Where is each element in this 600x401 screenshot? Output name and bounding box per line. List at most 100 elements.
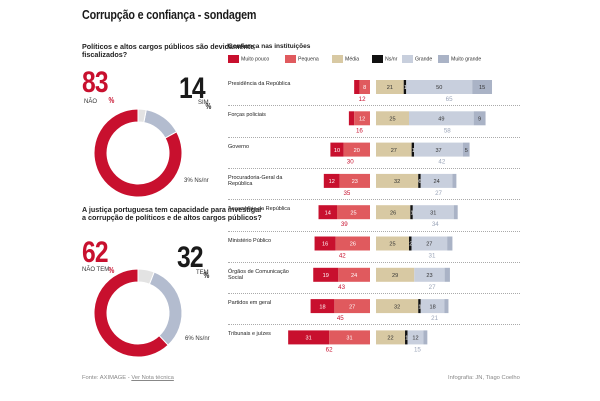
donut-slice-notem [93,268,169,358]
q1-nsnr-label: 3% Ns/nr [184,178,209,184]
negative-total-label: 42 [339,253,346,260]
legend-swatch [402,55,413,63]
q1-no-percent: 83% [82,66,115,106]
bar-value-label: 14 [325,210,331,216]
positive-total-label: 27 [435,190,442,197]
bar-ns-nr [418,173,421,188]
bar-value-label: 1 [418,304,421,310]
negative-total-label: 16 [356,127,363,134]
bar-value-label: 12 [329,179,335,185]
negative-total-label: 45 [337,315,344,322]
bar-muito-grande [472,80,493,94]
row-separator [228,293,520,295]
bar-m-dia [376,111,409,126]
bar-m-dia [376,173,419,188]
question-2: A justiça portuguesa tem capacidade para… [82,205,262,222]
institution-label: Ministério Público [228,237,272,244]
bar-value-label: 50 [436,85,442,91]
row-separator [228,105,520,107]
bar-muito-grande [444,299,449,314]
bar-muito-grande [447,236,453,251]
q2-no-percent: 62% [82,236,115,276]
bar-grande [409,111,474,126]
legend-item-grande: Grande [402,55,432,63]
bar-value-label: 23 [352,179,358,185]
legend-item-nsnr: Ns/nr [372,55,397,63]
q2-yes-percent: 32% [177,241,210,281]
bar-muito-pouco [354,80,360,94]
bar-muito-grande [453,205,458,220]
institution-label: Tribunais e juízes [228,331,271,338]
bar-value-label: 1 [412,148,415,154]
row-separator [228,136,520,138]
bar-muito-pouco [313,267,339,282]
positive-total-label: 31 [429,253,436,260]
bar-ns-nr [418,299,421,314]
bar-value-label: 37 [435,148,441,154]
bar-grande [420,173,453,188]
legend-swatch [228,55,239,63]
institution-label: Forças policiais [228,112,266,119]
legend: Muito pouco Pequena Média Ns/nr Grande M… [228,55,528,67]
positive-total-label: 65 [446,96,453,103]
institution-label: Órgãos de Comunicação Social [228,268,289,282]
footer-credit: Infografia: JN, Tiago Coelho [448,375,520,381]
bar-m-dia [376,330,406,345]
negative-total-label: 12 [359,96,366,103]
bar-grande [420,299,445,314]
bar-value-label: 31 [430,210,436,216]
chart-title: Corrupção e confiança - sondagem [82,8,257,22]
bar-value-label: 9 [478,117,481,123]
bar-m-dia [376,142,412,157]
bar-ns-nr [403,80,407,94]
bar-grande [411,236,448,251]
legend-swatch [372,55,383,63]
credit-label: Infografia: [448,375,474,381]
institution-label: Partidos em geral [228,300,272,307]
bar-pequena [354,111,370,126]
legend-swatch [332,55,343,63]
donut-chart-1 [93,108,183,198]
technical-note-link[interactable]: Ver Nota técnica [131,375,174,381]
bar-value-label: 2 [409,242,412,248]
bar-value-label: 20 [354,148,360,154]
row-separator [228,261,520,263]
q2-yes-label: TEM [196,270,209,276]
bar-value-label: 25 [389,242,395,248]
bar-muito-pouco [310,299,335,314]
bar-pequena [329,330,370,345]
negative-total-label: 39 [341,221,348,228]
bar-pequena [335,236,370,251]
bar-value-label: 18 [430,304,436,310]
bar-value-label: 1 [404,85,407,91]
bar-ns-nr [405,330,408,345]
bar-pequena [359,80,370,94]
bar-muito-grande [462,142,470,157]
institution-label: Presidência da República [228,81,291,87]
bar-muito-grande [444,267,450,282]
negative-total-label: 30 [347,159,354,166]
legend-swatch [285,55,296,63]
bar-muito-pouco [330,142,344,157]
bar-value-label: 5 [465,148,468,154]
bar-value-label: 19 [323,273,329,279]
footer-source: Fonte: AXIMAGE - Ver Nota técnica [82,375,174,381]
bar-value-label: 27 [349,304,355,310]
institution-label: Governo [228,143,250,150]
bar-grande [414,142,463,157]
legend-item-media: Média [332,55,359,63]
bar-m-dia [376,299,419,314]
legend-item-pequena: Pequena [285,55,319,63]
donut-slice-nsnr [137,108,147,124]
bar-value-label: 12 [412,336,418,342]
institution-label: Procuradoria-Geral da República [228,174,283,188]
bar-value-label: 24 [351,273,357,279]
bar-value-label: 10 [334,148,340,154]
bar-value-label: 32 [394,179,400,185]
q1-yes-label: SIM [198,100,209,106]
bar-muito-pouco [323,173,340,188]
legend-item-muito-pouco: Muito pouco [228,55,269,63]
bar-m-dia [376,205,411,220]
positive-total-label: 27 [429,284,436,291]
